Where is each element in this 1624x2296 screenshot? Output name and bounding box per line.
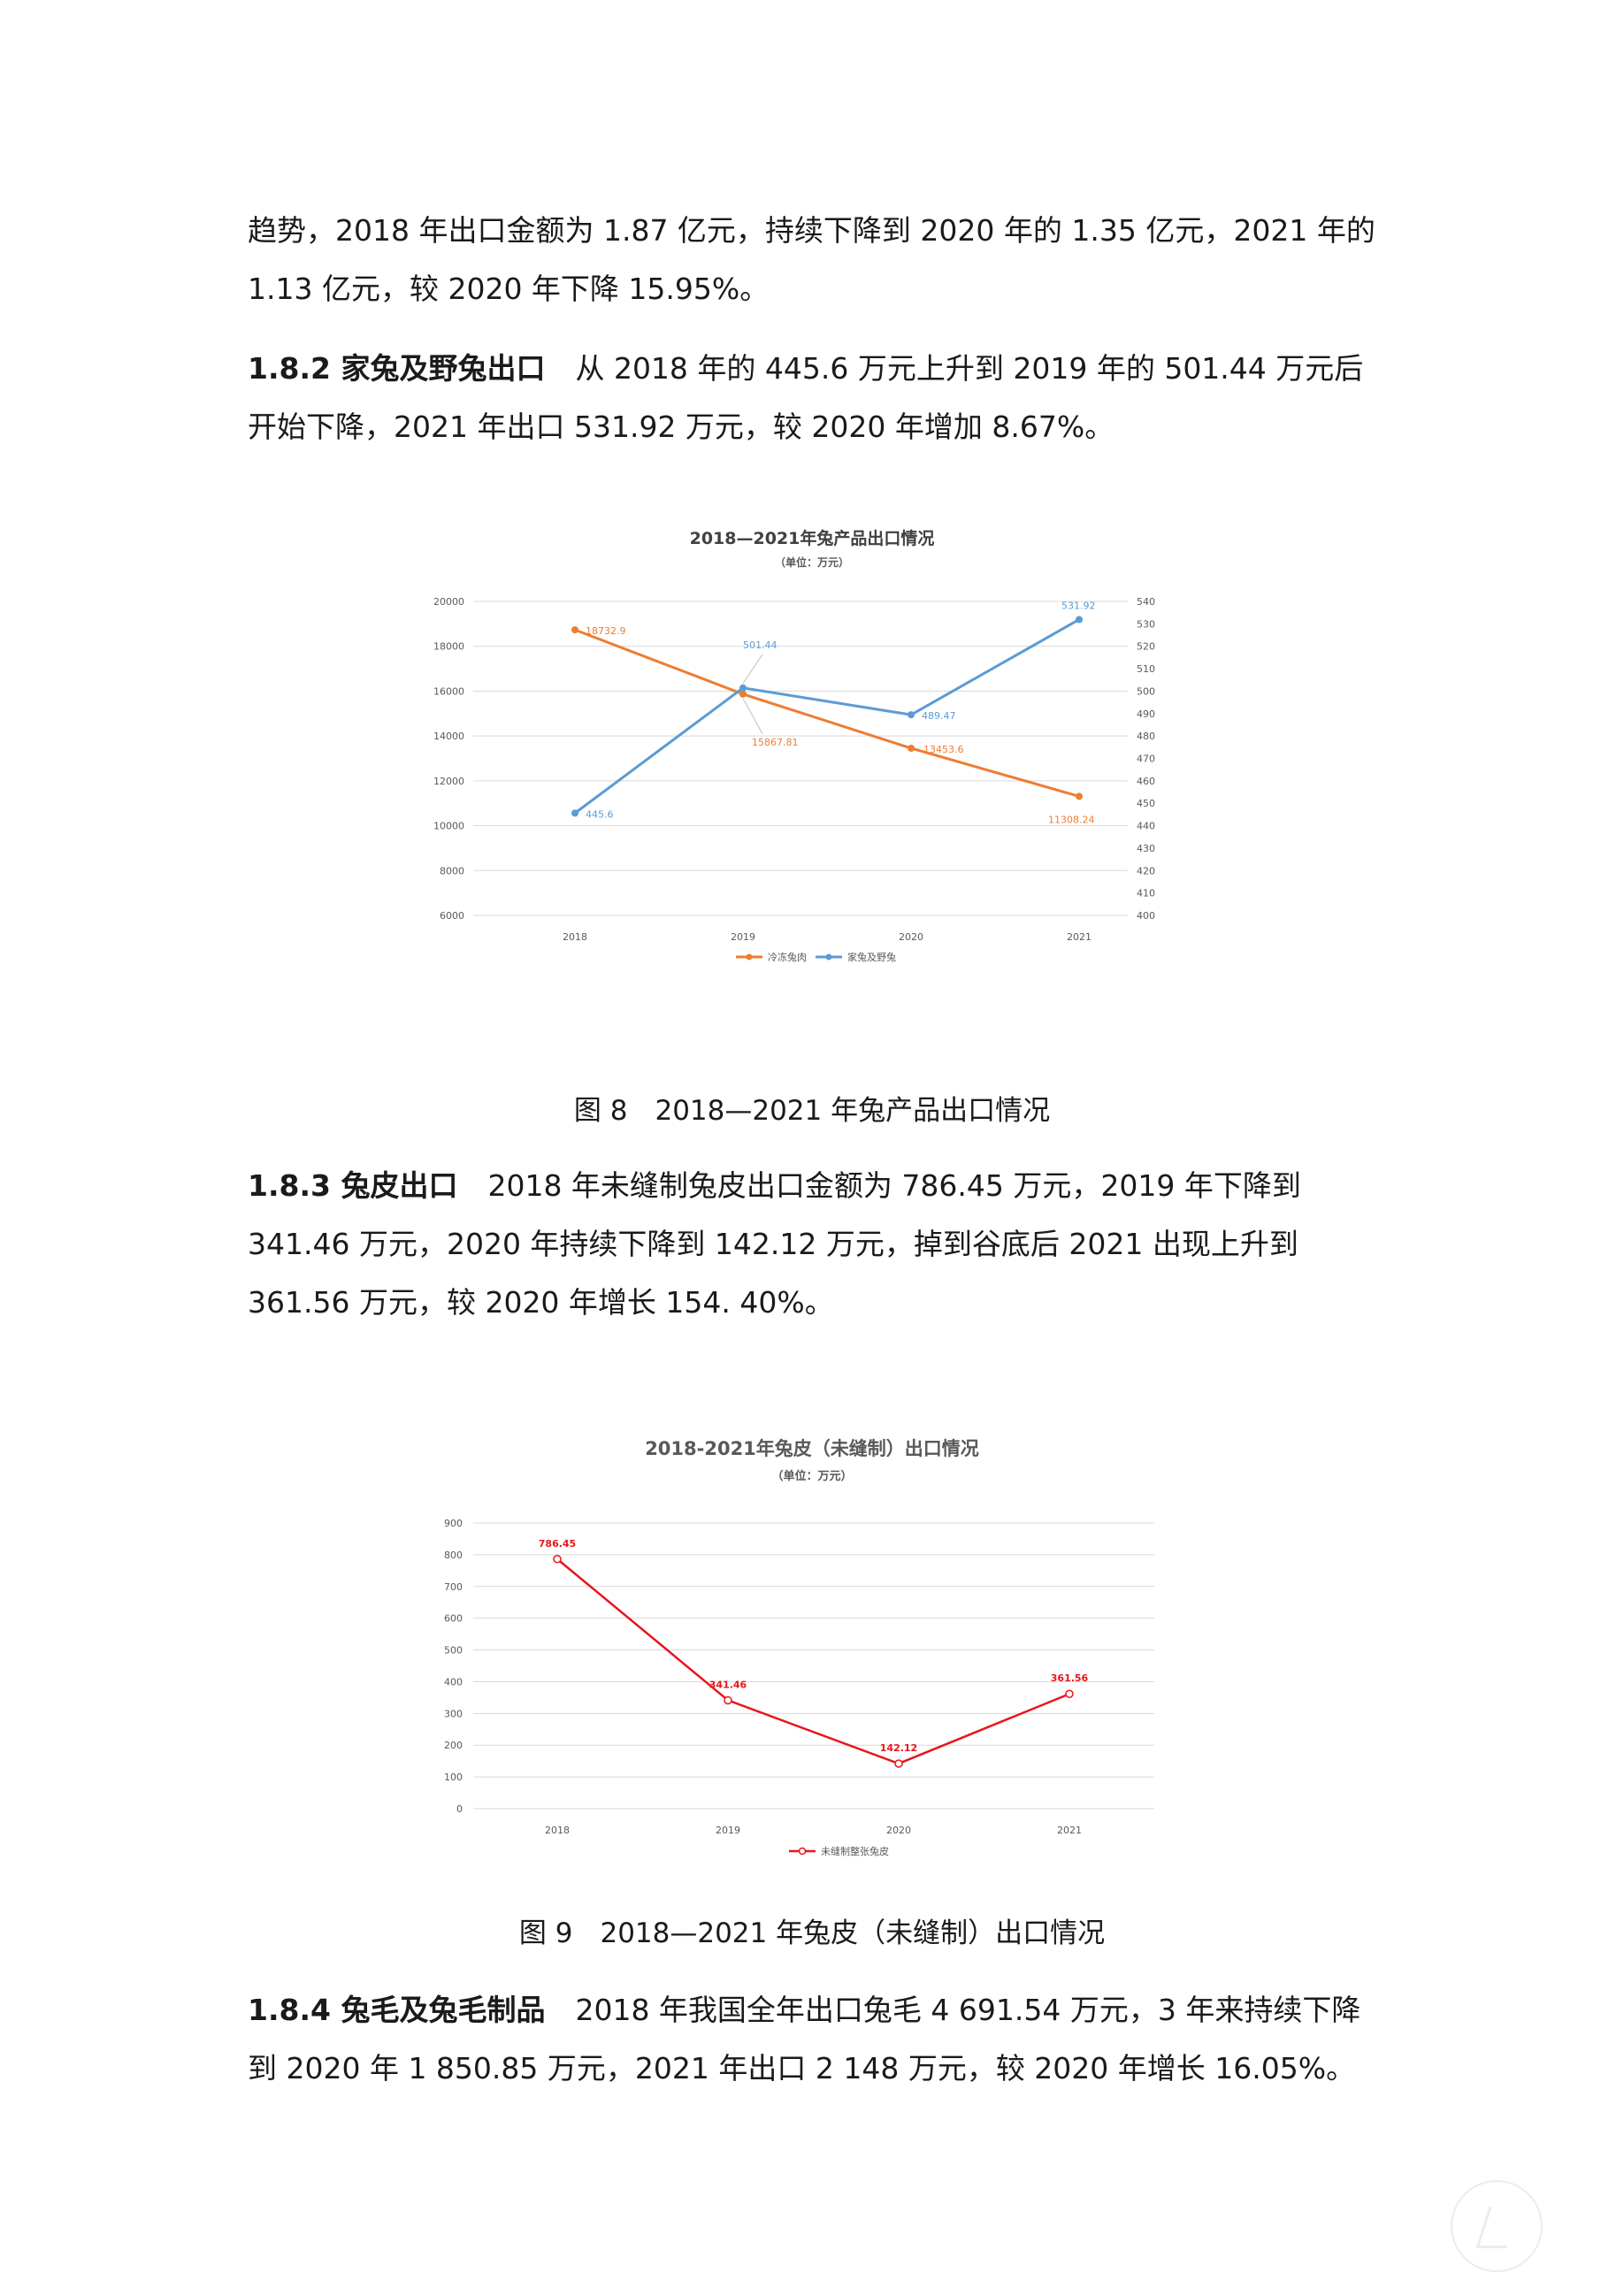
data-point [908, 744, 915, 752]
y-left-tick-label: 6000 [440, 910, 464, 922]
y-right-tick-label: 400 [1137, 910, 1155, 922]
x-tick-label: 2019 [716, 1825, 740, 1836]
y-left-tick-label: 10000 [433, 821, 464, 832]
y-right-tick-label: 520 [1137, 641, 1155, 653]
legend-label: 冷冻兔肉 [768, 951, 807, 963]
data-label: 341.46 [709, 1679, 747, 1690]
y-right-tick-label: 460 [1137, 776, 1155, 787]
data-label: 531.92 [1061, 600, 1096, 611]
y-tick-label: 100 [444, 1772, 463, 1783]
data-label: 445.6 [586, 808, 614, 820]
section-1-8-3: 1.8.3 兔皮出口 2018 年未缝制兔皮出口金额为 786.45 万元，201… [248, 1157, 1389, 1332]
y-tick-label: 600 [444, 1613, 463, 1625]
y-left-tick-label: 14000 [433, 731, 464, 742]
data-point [571, 809, 578, 817]
y-right-tick-label: 480 [1137, 731, 1155, 742]
y-right-tick-label: 410 [1137, 888, 1155, 899]
chart-title: 2018-2021年兔皮（未缝制）出口情况 [645, 1438, 979, 1459]
section-body: 从 2018 年的 445.6 万元上升到 2019 年的 501.44 万元后… [248, 351, 1364, 444]
y-left-tick-label: 12000 [433, 776, 464, 787]
data-label: 489.47 [922, 710, 956, 722]
y-right-tick-label: 510 [1137, 663, 1155, 675]
y-left-tick-label: 18000 [433, 641, 464, 653]
data-label: 15867.81 [752, 737, 799, 748]
data-point [1065, 1689, 1074, 1698]
legend-label: 未缝制整张兔皮 [821, 1845, 889, 1857]
series-line-frozen-rabbit-meat [574, 628, 1080, 798]
y-tick-label: 300 [444, 1708, 463, 1719]
data-point [894, 1759, 903, 1768]
legend-marker [746, 953, 753, 960]
data-label: 18732.9 [586, 625, 626, 637]
y-right-tick-label: 500 [1137, 685, 1155, 697]
legend-marker [825, 953, 832, 960]
figure-9-caption: 图 9 2018—2021 年兔皮（未缝制）出口情况 [518, 1917, 1106, 1949]
y-tick-label: 800 [444, 1550, 463, 1561]
legend-label: 家兔及野兔 [847, 951, 896, 963]
chart-subtitle: （单位：万元） [771, 1469, 852, 1483]
y-tick-label: 400 [444, 1676, 463, 1688]
y-left-tick-label: 8000 [440, 865, 464, 876]
data-point [724, 1695, 732, 1705]
y-right-tick-label: 470 [1137, 754, 1155, 765]
y-right-tick-label: 530 [1137, 618, 1155, 630]
section-heading: 1.8.2 家兔及野兔出口 [248, 351, 546, 386]
y-right-tick-label: 440 [1137, 821, 1155, 832]
x-tick-label: 2021 [1057, 1825, 1082, 1836]
figure-8-caption: 图 8 2018—2021 年兔产品出口情况 [573, 1095, 1051, 1127]
y-right-tick-label: 430 [1137, 843, 1155, 854]
section-body: 2018 年我国全年出口兔毛 4 691.54 万元，3 年来持续下降到 202… [248, 1993, 1361, 2086]
x-tick-label: 2018 [563, 931, 587, 943]
y-tick-label: 700 [444, 1581, 463, 1593]
chart-rabbit-products-export: 2018—2021年兔产品出口情况 （单位：万元） 20000 18000 16000 1… [433, 528, 1155, 963]
y-tick-label: 0 [456, 1803, 463, 1815]
data-point [553, 1555, 562, 1564]
watermark-logo [1451, 2180, 1543, 2272]
legend-marker [798, 1847, 807, 1856]
y-tick-label: 200 [444, 1740, 463, 1751]
data-point [739, 690, 747, 698]
section-heading: 1.8.4 兔毛及兔毛制品 [248, 1993, 546, 2027]
y-tick-label: 500 [444, 1645, 463, 1657]
series-line-rabbit-skin [556, 1557, 1070, 1765]
data-label: 361.56 [1051, 1672, 1089, 1684]
section-1-8-4: 1.8.4 兔毛及兔毛制品 2018 年我国全年出口兔毛 4 691.54 万元，… [248, 1981, 1389, 2098]
x-tick-label: 2020 [886, 1825, 911, 1836]
y-tick-label: 900 [444, 1518, 463, 1529]
paragraph-intro: 趋势，2018 年出口金额为 1.87 亿元，持续下降到 2020 年的 1.3… [248, 213, 1375, 306]
y-left-tick-label: 16000 [433, 685, 464, 697]
y-right-tick-label: 540 [1137, 596, 1155, 608]
data-point [1076, 792, 1083, 800]
data-point [739, 684, 747, 692]
data-point [908, 711, 915, 719]
data-point [1076, 616, 1083, 624]
x-tick-label: 2018 [545, 1825, 570, 1836]
data-label: 13453.6 [923, 744, 964, 755]
chart-subtitle: （单位：万元） [775, 555, 849, 569]
y-left-tick-label: 20000 [433, 596, 464, 608]
data-point [571, 626, 578, 634]
x-tick-label: 2021 [1067, 931, 1092, 943]
data-label: 142.12 [880, 1742, 917, 1754]
section-body: 2018 年未缝制兔皮出口金额为 786.45 万元，2019 年下降到 341… [248, 1168, 1301, 1320]
x-tick-label: 2019 [731, 931, 755, 943]
chart-title: 2018—2021年兔产品出口情况 [690, 528, 935, 548]
label-leader-line [742, 654, 763, 685]
y-right-tick-label: 450 [1137, 798, 1155, 809]
data-label: 501.44 [743, 639, 778, 651]
series-line-domestic-wild-rabbit [574, 618, 1080, 815]
y-right-tick-label: 490 [1137, 708, 1155, 720]
y-right-tick-label: 420 [1137, 865, 1155, 876]
data-label: 786.45 [539, 1538, 576, 1550]
data-label: 11308.24 [1048, 814, 1095, 825]
chart-rabbit-skin-export: 2018-2021年兔皮（未缝制）出口情况 （单位：万元） 900 800 700 600… [444, 1438, 1154, 1857]
x-tick-label: 2020 [899, 931, 923, 943]
section-1-8-2: 1.8.2 家兔及野兔出口从 2018 年的 445.6 万元上升到 2019 … [248, 340, 1389, 456]
label-leader-line [742, 698, 763, 735]
section-heading: 1.8.3 兔皮出口 [248, 1168, 458, 1203]
